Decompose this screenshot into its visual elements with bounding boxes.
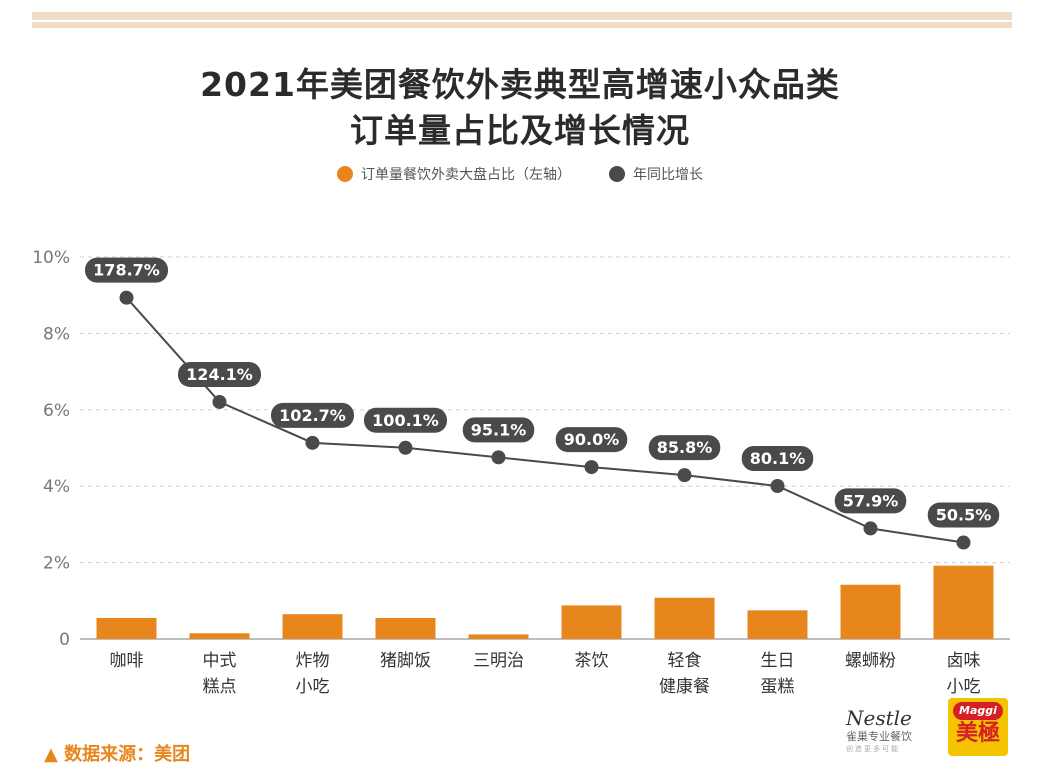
- y-tick-label: 6%: [43, 401, 70, 421]
- growth-label-bg: [648, 435, 721, 461]
- bar: [747, 610, 808, 639]
- y-tick-label: 8%: [43, 324, 70, 344]
- bar: [375, 617, 436, 639]
- growth-point: [956, 535, 971, 550]
- growth-label-bg: [555, 427, 628, 453]
- x-tick-label: 糕点: [203, 677, 237, 697]
- growth-label-bg: [85, 257, 168, 283]
- growth-data-label: 80.1%: [750, 449, 806, 468]
- x-tick-label: 茶饮: [575, 651, 609, 671]
- bar: [654, 597, 715, 639]
- decorative-top-bar-thin: [32, 22, 1012, 28]
- legend-bar-label: 订单量餐饮外卖大盘占比（左轴）: [361, 167, 571, 183]
- growth-data-label: 95.1%: [471, 420, 527, 439]
- growth-label-bg: [271, 402, 354, 428]
- y-tick-label: 4%: [43, 477, 70, 497]
- x-tick-label: 卤味: [947, 651, 981, 671]
- growth-label-bg: [462, 417, 535, 443]
- growth-label-bg: [834, 488, 907, 514]
- bar: [282, 614, 343, 639]
- x-tick-label: 螺蛳粉: [845, 651, 896, 671]
- bar: [840, 584, 901, 639]
- growth-data-label: 85.8%: [657, 438, 713, 457]
- growth-point: [584, 460, 599, 475]
- nestle-logo: Nestle 雀巢专业餐饮 创造更多可能: [846, 706, 942, 756]
- growth-point: [863, 521, 878, 536]
- growth-label-bg: [741, 446, 814, 472]
- y-tick-label: 0: [59, 630, 70, 650]
- legend-line-label: 年同比增长: [633, 167, 703, 183]
- maggi-logo-cn: 美極: [955, 721, 1000, 746]
- maggi-logo: Maggi 美極: [948, 698, 1008, 756]
- growth-label-bg: [178, 361, 261, 387]
- bar: [189, 633, 250, 639]
- growth-data-label: 178.7%: [93, 261, 160, 280]
- x-tick-label: 三明治: [473, 651, 524, 671]
- growth-label-bg: [364, 407, 447, 433]
- chart-legend: 订单量餐饮外卖大盘占比（左轴） 年同比增长: [0, 164, 1040, 184]
- bar: [933, 565, 994, 639]
- x-tick-label: 健康餐: [659, 677, 710, 697]
- growth-point: [677, 468, 692, 483]
- growth-point: [398, 440, 413, 455]
- maggi-logo-text: Maggi: [953, 702, 1003, 720]
- nestle-logo-subtext: 雀巢专业餐饮: [846, 730, 912, 743]
- x-tick-label: 咖啡: [110, 651, 144, 671]
- growth-data-label: 102.7%: [279, 406, 346, 425]
- legend-line-swatch: [609, 166, 625, 182]
- growth-point: [770, 479, 785, 494]
- y-tick-label: 10%: [32, 248, 70, 268]
- x-tick-label: 小吃: [947, 677, 981, 697]
- growth-point: [119, 290, 134, 305]
- growth-point: [305, 435, 320, 450]
- growth-label-bg: [927, 502, 1000, 528]
- y-tick-label: 2%: [43, 554, 70, 574]
- chart-title-line1: 2021年美团餐饮外卖典型高增速小众品类: [200, 65, 840, 104]
- x-tick-label: 蛋糕: [761, 677, 795, 697]
- growth-point: [212, 394, 227, 409]
- growth-data-label: 90.0%: [564, 430, 620, 449]
- nestle-logo-text: Nestle: [846, 706, 912, 730]
- decorative-top-bar: [32, 12, 1012, 20]
- growth-data-label: 57.9%: [843, 491, 899, 510]
- growth-point: [491, 450, 506, 465]
- legend-item-bar: 订单量餐饮外卖大盘占比（左轴）: [337, 164, 571, 184]
- x-tick-label: 轻食: [668, 651, 702, 671]
- x-tick-label: 小吃: [296, 677, 330, 697]
- data-source-note: ▲ 数据来源：美团: [44, 744, 191, 765]
- bar: [561, 605, 622, 639]
- growth-data-label: 100.1%: [372, 411, 439, 430]
- x-tick-label: 生日: [761, 651, 795, 671]
- growth-data-label: 50.5%: [936, 506, 992, 525]
- growth-line: [125, 297, 964, 544]
- x-tick-label: 中式: [203, 651, 237, 671]
- nestle-logo-tagline: 创造更多可能: [846, 745, 900, 753]
- chart-title-line2: 订单量占比及增长情况: [350, 111, 690, 150]
- bar: [96, 617, 157, 639]
- growth-data-label: 124.1%: [186, 365, 253, 384]
- x-tick-label: 炸物: [296, 651, 330, 671]
- legend-item-line: 年同比增长: [609, 164, 703, 184]
- legend-bar-swatch: [337, 166, 353, 182]
- bar: [468, 634, 529, 639]
- x-tick-label: 猪脚饭: [380, 651, 431, 671]
